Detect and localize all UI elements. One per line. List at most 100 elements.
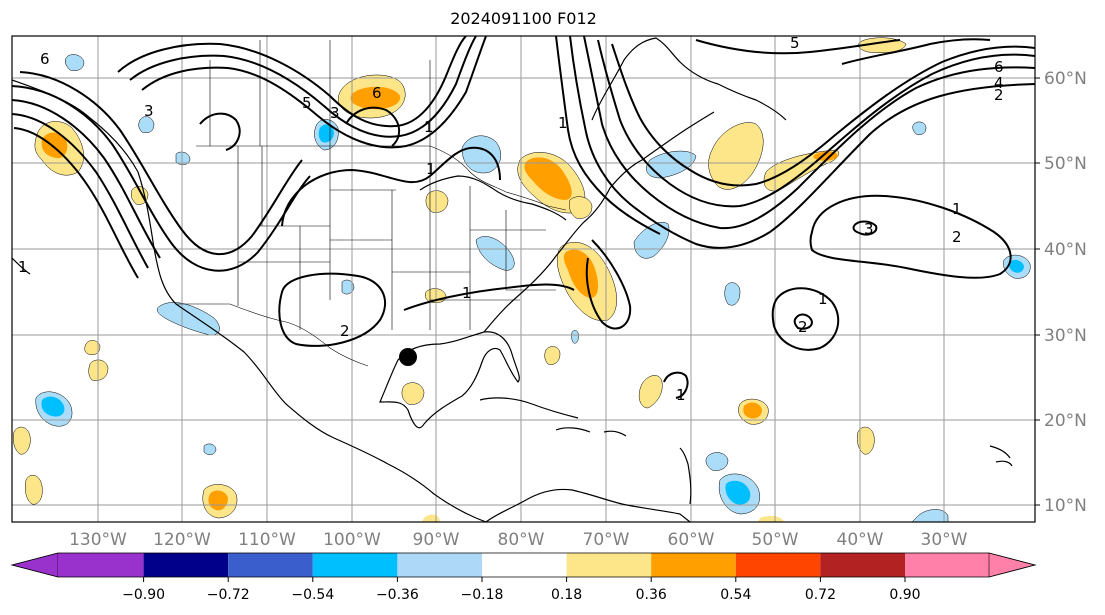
colorbar-segment [735,553,821,577]
positive-anomaly-core [563,249,599,298]
contour-line [597,39,1035,208]
contour-line [19,71,303,255]
us-canada-border [196,145,567,211]
positive-anomaly-core [743,402,762,419]
positive-anomaly-core [350,86,401,110]
positive-anomaly-area [25,474,43,505]
colorbar-tick-label: 0.72 [805,587,836,603]
contour-line [569,36,1035,249]
lon-label: 130°W [69,530,127,550]
contour-line [129,36,477,138]
lon-label: 70°W [583,530,630,550]
lon-label: 110°W [238,530,296,550]
positive-anomaly-core [524,157,572,200]
canada-province-borders [209,40,431,146]
contour-label: 3 [864,220,874,238]
contour-label: 3 [330,104,340,122]
lon-label: 100°W [323,530,381,550]
colorbar-tick-label: −0.18 [461,587,504,603]
negative-anomaly-area [64,54,85,71]
contour-line [12,113,149,269]
positive-anomaly-area [401,382,425,405]
coastline [591,37,787,121]
colorbar-segment [228,553,313,577]
negative-anomaly-area [461,135,502,174]
contour-line [583,36,1035,230]
coastline [483,111,715,333]
contour-labels: 1 1 1 1 1 1 2 2 2 3 3 4 5 5 6 6 6 1 3 2 … [18,34,1004,404]
contour-label: 5 [790,34,800,52]
contour-line [793,313,814,330]
colorbar: −0.90 −0.72 −0.54 −0.36 −0.18 0.18 0.36 … [10,552,1037,603]
negative-anomaly-area [705,452,729,471]
negative-anomaly-area [203,443,217,455]
contour-line [695,39,901,55]
contour-label: 5 [302,94,312,112]
lat-label: 10°N [1044,496,1087,516]
contour-line [278,272,386,347]
colorbar-max-extend [988,552,1037,578]
contour-line [12,85,311,272]
contour-label: 2 [994,86,1004,104]
lon-label: 50°W [752,530,799,550]
contour-label: 1 [18,258,28,276]
colorbar-segment [58,553,144,577]
positive-anomaly-area [569,196,593,219]
contour-line [199,112,241,151]
positive-anomaly-area [425,190,449,213]
contour-label: 1 [952,200,962,218]
coastline [485,488,691,522]
negative-anomaly-area [175,151,191,165]
coastline [679,447,692,505]
contour-lines [12,36,1035,399]
lat-label: 30°N [1044,326,1087,346]
colorbar-segment [312,553,398,577]
colorbar-tick-label: −0.90 [122,587,165,603]
negative-anomaly-core [41,396,65,417]
contour-line [13,127,139,279]
contour-line [841,38,991,65]
map-title: 2024091100 F012 [450,9,597,28]
negative-anomaly-area [646,150,697,179]
contour-line [585,239,632,330]
colorbar-segment [820,553,905,577]
us-mexico-border [176,303,369,367]
map-background [12,36,1035,522]
colorbar-segment [566,553,652,577]
contour-label: 2 [798,318,808,336]
contour-line [555,36,661,235]
colorbar-tick-label: −0.72 [207,587,250,603]
positive-anomaly-area [84,340,101,355]
negative-anomaly-area [912,121,927,135]
contour-label: 1 [818,290,828,308]
contour-line [771,287,840,351]
contour-line [809,194,1012,279]
contour-label: 4 [994,74,1004,92]
contour-line [611,43,1035,187]
contour-label: 1 [462,284,472,302]
colorbar-ticks [143,577,906,582]
colorbar-segment [651,553,736,577]
state-borders [237,146,556,330]
coastline [379,331,520,429]
contour-line [117,36,467,128]
contour-line [141,36,487,149]
contour-label: 1 [558,114,568,132]
lon-label: 80°W [498,530,545,550]
contour-line [281,146,501,227]
latitude-axis: 60°N 50°N 40°N 30°N 20°N 10°N [1035,69,1087,516]
lon-label: 60°W [668,530,715,550]
colorbar-tick-label: 0.18 [551,587,582,603]
lat-label: 60°N [1044,69,1087,89]
contour-label: 1 [676,386,686,404]
colorbar-tick-label: 0.90 [889,587,920,603]
coastlines [12,37,1013,522]
lon-label: 90°W [413,530,460,550]
negative-anomaly-area [341,279,355,295]
lon-label: 40°W [837,530,884,550]
contour-label: 2 [340,322,350,340]
coastline [12,257,31,275]
negative-anomaly-area [571,330,579,344]
negative-anomaly-area [157,302,220,336]
lat-label: 40°N [1044,240,1087,260]
